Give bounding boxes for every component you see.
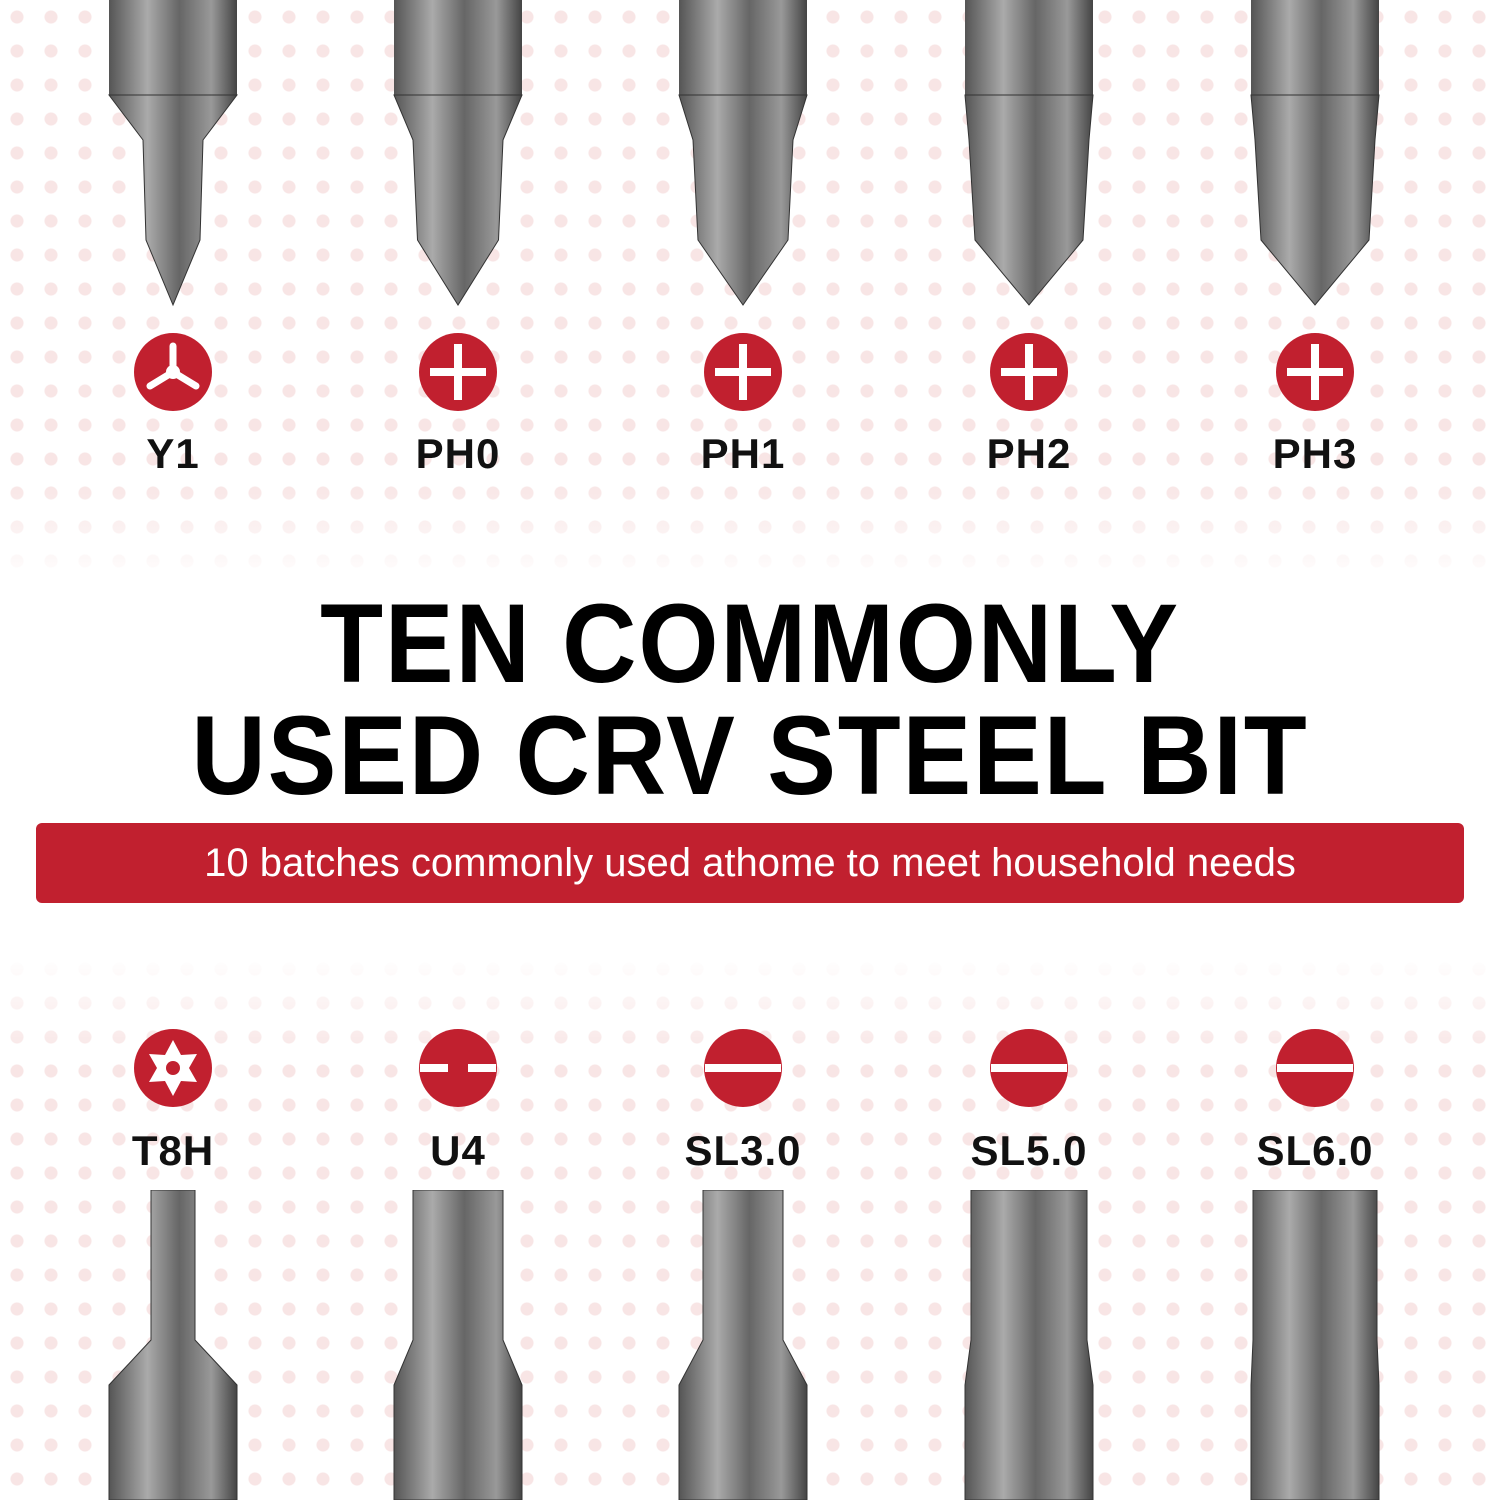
- banner: 10 batches commonly used athome to meet …: [36, 823, 1464, 903]
- bit-label: SL6.0: [1256, 1127, 1374, 1174]
- screwdriver-bit-image: [959, 1189, 1099, 1505]
- bit-label: SL3.0: [684, 1127, 802, 1174]
- screwdriver-bit-image: [1245, 0, 1385, 315]
- phillips-icon: [418, 332, 498, 412]
- screwdriver-bit-image: [388, 1189, 528, 1505]
- bit-label: SL5.0: [970, 1127, 1088, 1174]
- bit-label: T8H: [131, 1127, 215, 1174]
- torx-security-icon: [133, 1028, 213, 1108]
- heading-line-1: TEN COMMONLY: [320, 581, 1180, 706]
- slotted-icon: [703, 1028, 783, 1108]
- slotted-icon: [989, 1028, 1069, 1108]
- phillips-icon: [1275, 332, 1355, 412]
- heading-line-2: USED CRV STEEL BIT: [191, 693, 1309, 818]
- bit-label: PH3: [1272, 430, 1358, 477]
- background-fade: [0, 480, 1500, 1060]
- bit-label: PH1: [700, 430, 786, 477]
- slotted-icon: [1275, 1028, 1355, 1108]
- screwdriver-bit-image: [673, 1189, 813, 1505]
- bit-label: PH0: [415, 430, 501, 477]
- spanner-icon: [418, 1028, 498, 1108]
- screwdriver-bit-image: [388, 0, 528, 315]
- bit-label: PH2: [986, 430, 1072, 477]
- screwdriver-bit-image: [1245, 1189, 1385, 1505]
- screwdriver-bit-image: [103, 0, 243, 315]
- screwdriver-bit-image: [673, 0, 813, 315]
- screwdriver-bit-image: [959, 0, 1099, 315]
- bit-label: U4: [430, 1127, 486, 1174]
- tri-wing-icon: [133, 332, 213, 412]
- bit-label: Y1: [146, 430, 200, 477]
- phillips-icon: [703, 332, 783, 412]
- screwdriver-bit-image: [103, 1189, 243, 1505]
- phillips-icon: [989, 332, 1069, 412]
